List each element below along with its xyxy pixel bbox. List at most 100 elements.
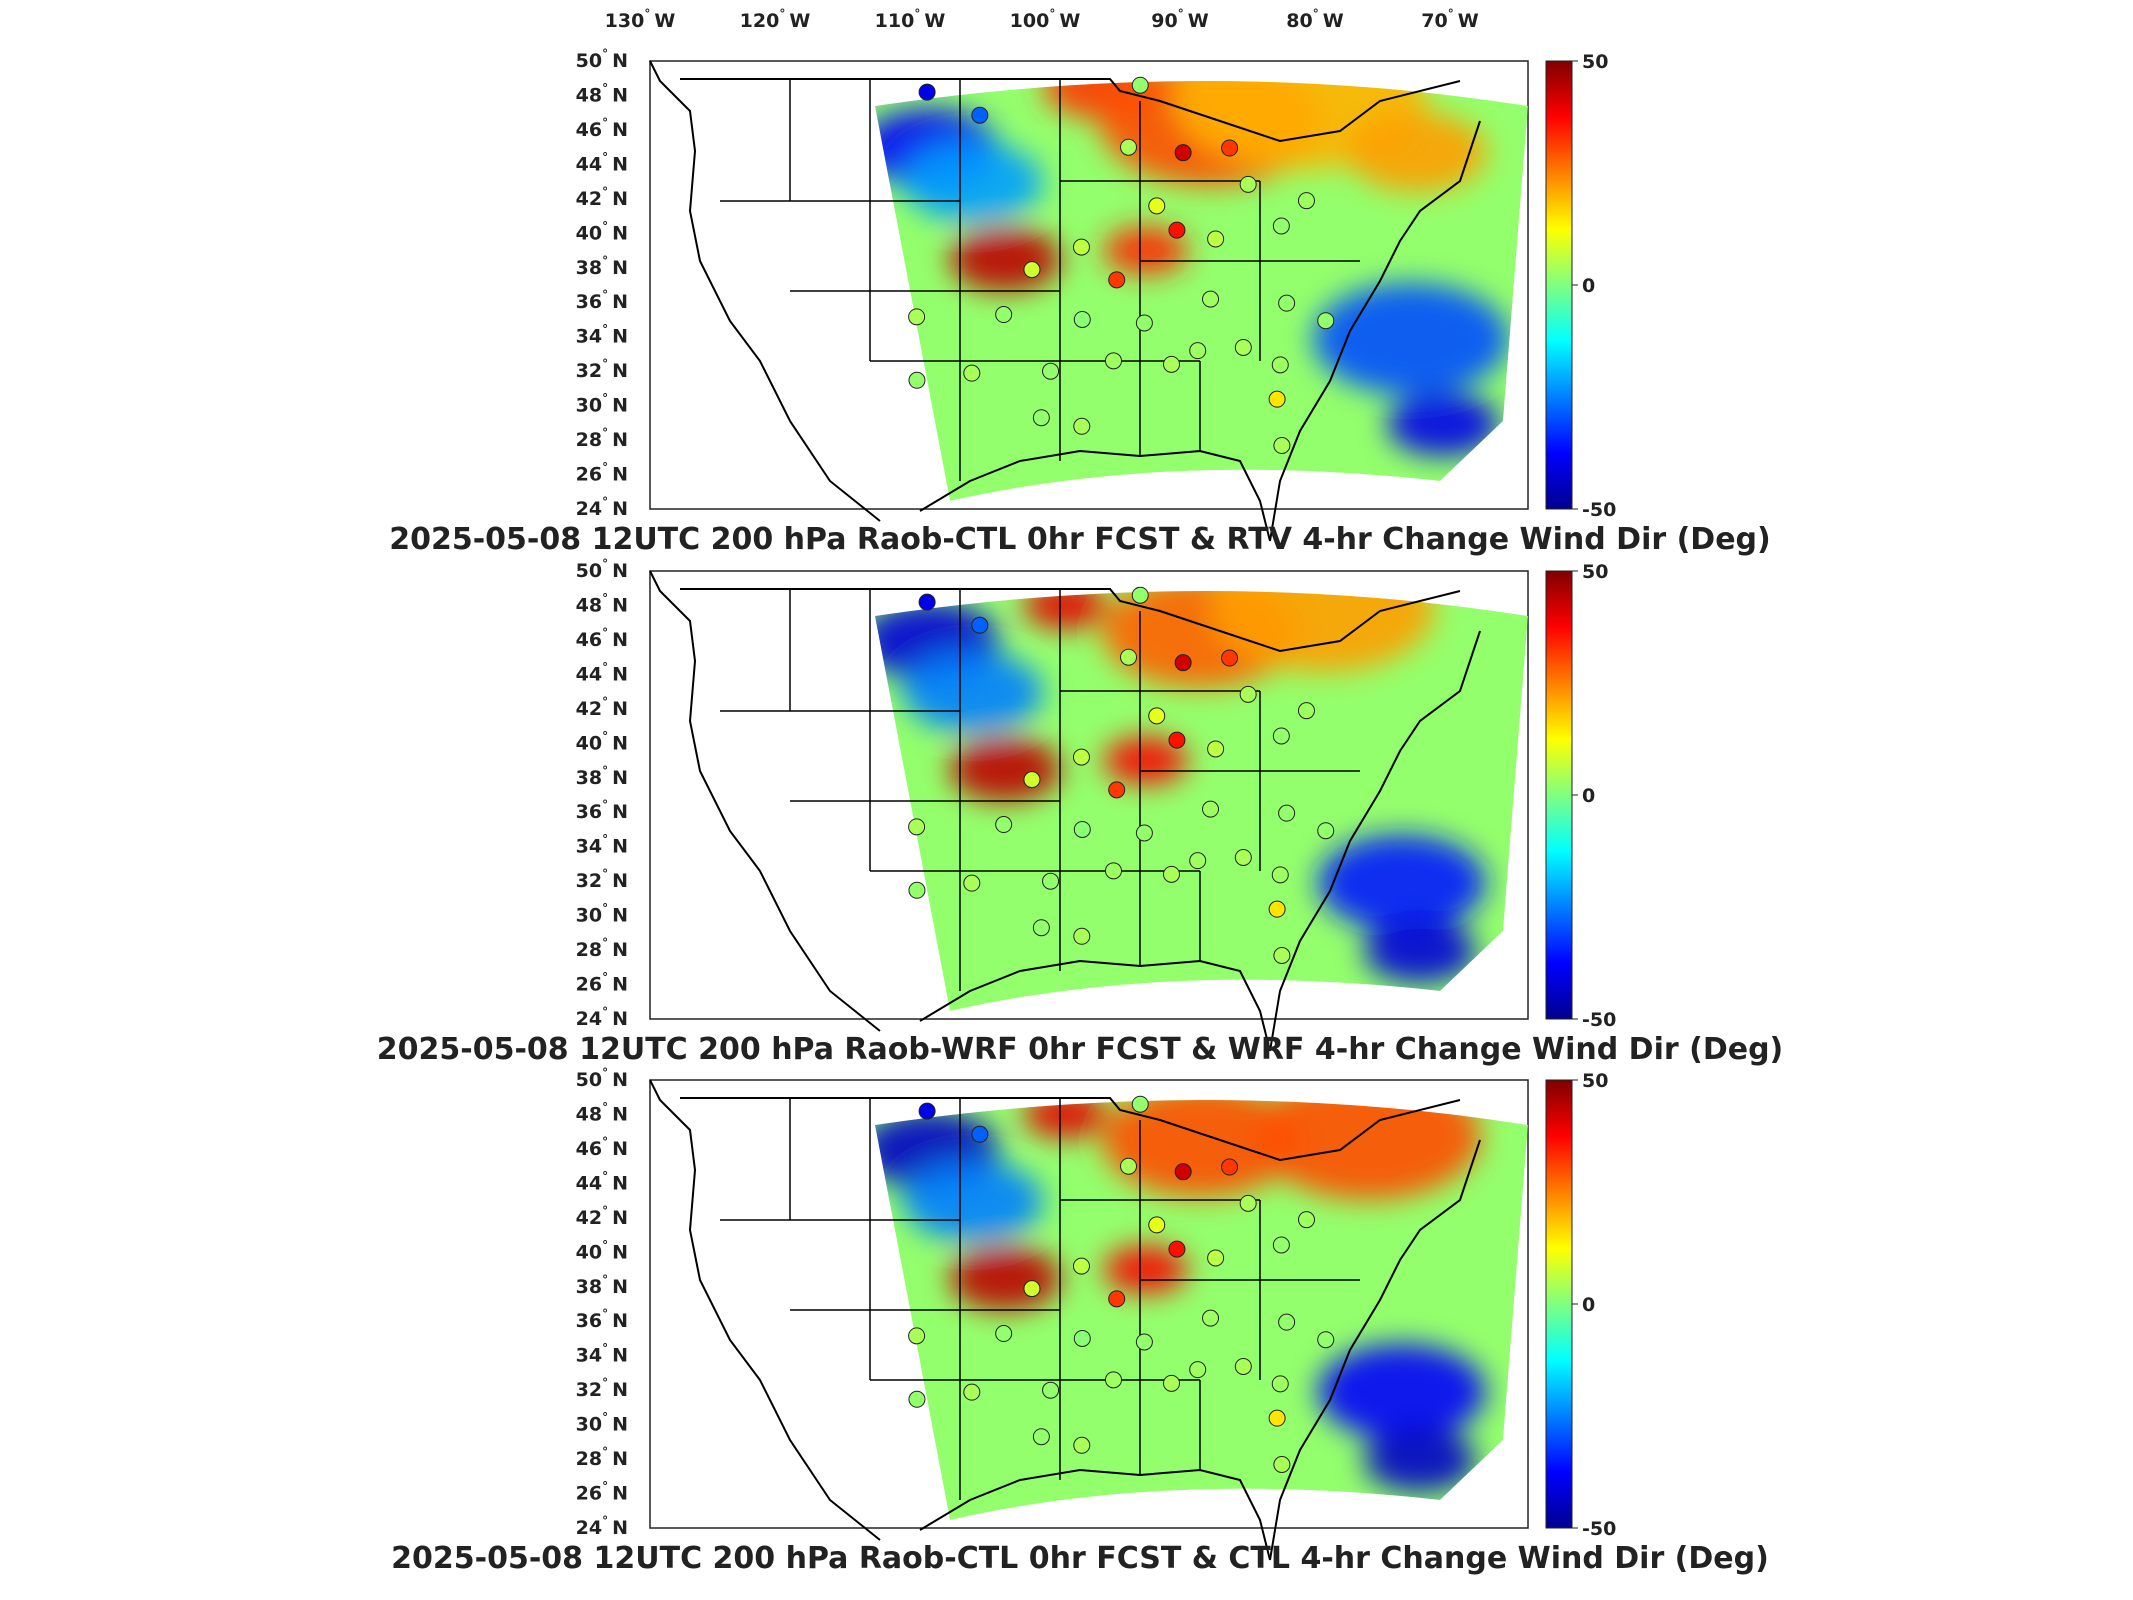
raob-station-marker: [1072, 238, 1090, 256]
raob-station-marker: [1032, 919, 1050, 937]
raob-station-marker: [908, 308, 926, 326]
coastline: [649, 570, 881, 1032]
raob-stations: [908, 76, 1335, 455]
latitude-label: 44° N: [576, 660, 628, 685]
raob-station-marker: [1207, 230, 1225, 248]
raob-station-marker: [1148, 707, 1166, 725]
raob-station-marker: [1072, 748, 1090, 766]
raob-station-marker: [995, 1325, 1013, 1343]
field-feature: [1210, 591, 1435, 673]
raob-station-marker: [918, 1102, 936, 1120]
latitude-label: 28° N: [576, 426, 628, 451]
field-feature: [1312, 282, 1509, 395]
raob-station-marker: [1268, 1409, 1286, 1427]
raob-station-marker: [1073, 1436, 1091, 1454]
raob-station-marker: [1268, 390, 1286, 408]
raob-station-marker: [1278, 294, 1296, 312]
raob-station-marker: [1023, 771, 1041, 789]
raob-station-marker: [1317, 1331, 1335, 1349]
latitude-label: 48° N: [576, 591, 628, 616]
latitude-label: 34° N: [576, 833, 628, 858]
latitude-label: 50° N: [576, 557, 628, 582]
latitude-axis: 50° N 48° N 46° N 44° N 42° N 40° N 38° N 36° N 34° N 32° N…: [576, 557, 628, 1030]
wind-direction-field: [875, 591, 1528, 1011]
colorbar-tick-label: 50: [1582, 561, 1608, 583]
raob-station-marker: [1272, 217, 1290, 235]
raob-station-marker: [1271, 866, 1289, 884]
wind-direction-field: [875, 81, 1528, 501]
state-boundaries: [649, 1079, 1481, 1561]
raob-station-marker: [1135, 1333, 1153, 1351]
raob-station-marker: [1120, 138, 1138, 156]
raob-stations: [908, 1095, 1335, 1474]
colorbar-tick-label: -50: [1582, 1009, 1616, 1031]
raob-station-marker: [908, 371, 926, 389]
field-feature: [1103, 736, 1188, 785]
colorbar-tick-label: 0: [1582, 1294, 1595, 1316]
raob-station-marker: [1104, 1371, 1122, 1389]
raob-station-marker: [1239, 1194, 1257, 1212]
raob-station-marker: [1120, 1157, 1138, 1175]
raob-station-marker: [1268, 900, 1286, 918]
coastline: [1269, 120, 1481, 542]
latitude-label: 26° N: [576, 461, 628, 486]
raob-station-marker: [1163, 355, 1181, 373]
raob-station-marker: [1189, 342, 1207, 360]
latitude-label: 44° N: [576, 150, 628, 175]
field-feature: [949, 227, 1062, 292]
coastline: [649, 60, 881, 522]
field-feature: [1386, 392, 1499, 457]
field-feature: [902, 652, 1043, 733]
longitude-label: 90° W: [1151, 7, 1208, 32]
raob-station-marker: [1202, 1309, 1220, 1327]
raob-station-marker: [1239, 685, 1257, 703]
latitude-label: 50° N: [576, 1066, 628, 1091]
latitude-label: 26° N: [576, 1480, 628, 1505]
raob-station-marker: [1202, 800, 1220, 818]
raob-stations: [908, 586, 1335, 965]
longitude-label: 130° W: [605, 7, 676, 32]
raob-station-marker: [1104, 862, 1122, 880]
state-boundaries: [649, 60, 1481, 542]
raob-station-marker: [1174, 1163, 1192, 1181]
raob-station-marker: [1221, 1158, 1239, 1176]
raob-station-marker: [1108, 271, 1126, 289]
raob-station-marker: [1168, 221, 1186, 239]
latitude-label: 50° N: [576, 47, 628, 72]
latitude-axis: 50° N 48° N 46° N 44° N 42° N 40° N 38° N 36° N 34° N 32° N…: [576, 47, 628, 520]
raob-station-marker: [1042, 362, 1060, 380]
raob-station-marker: [1174, 654, 1192, 672]
field-feature: [1363, 1427, 1476, 1492]
field-feature: [949, 1246, 1062, 1311]
field-feature: [1103, 1245, 1188, 1294]
raob-station-marker: [1073, 310, 1091, 328]
latitude-label: 46° N: [576, 626, 628, 651]
state-boundaries: [649, 570, 1481, 1052]
raob-station-marker: [1023, 1280, 1041, 1298]
raob-station-marker: [918, 593, 936, 611]
coastline: [680, 1097, 1461, 1162]
colorbar-tick-label: 50: [1582, 1070, 1608, 1092]
latitude-label: 38° N: [576, 1273, 628, 1298]
raob-station-marker: [908, 818, 926, 836]
latitude-label: 28° N: [576, 936, 628, 961]
raob-station-marker: [1163, 1374, 1181, 1392]
raob-station-marker: [963, 874, 981, 892]
raob-station-marker: [1272, 727, 1290, 745]
raob-station-marker: [1234, 1357, 1252, 1375]
raob-station-marker: [1108, 781, 1126, 799]
raob-station-marker: [1221, 139, 1239, 157]
latitude-label: 32° N: [576, 1376, 628, 1401]
raob-station-marker: [1135, 824, 1153, 842]
coastline: [649, 1079, 881, 1541]
panel-title: 2025-05-08 12UTC 200 hPa Raob-CTL 0hr FC…: [391, 1541, 1769, 1576]
raob-station-marker: [963, 1383, 981, 1401]
raob-station-marker: [971, 106, 989, 124]
latitude-label: 40° N: [576, 1238, 628, 1263]
raob-station-marker: [1163, 865, 1181, 883]
raob-station-marker: [1148, 197, 1166, 215]
raob-station-marker: [1221, 649, 1239, 667]
coastline: [680, 78, 1461, 143]
raob-station-marker: [1131, 586, 1149, 604]
panel-2: 50° N 48° N 46° N 44° N 42° N 40° N 38° N 36° N 34° N 32° N…: [377, 557, 1784, 1067]
